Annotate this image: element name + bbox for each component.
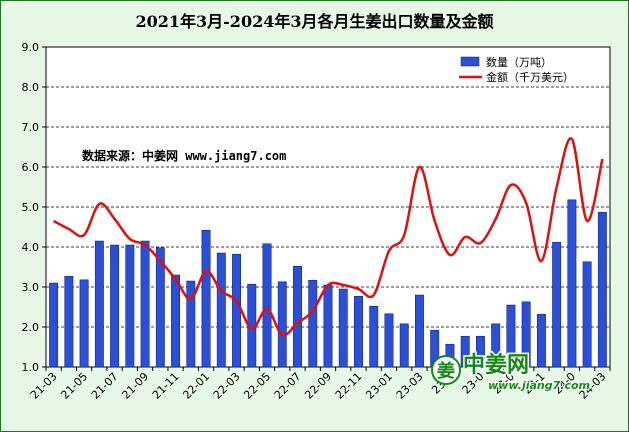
x-tick-label: 22-11 bbox=[333, 370, 365, 402]
bar bbox=[49, 282, 59, 368]
bar bbox=[521, 301, 531, 368]
bar bbox=[582, 261, 592, 368]
bar bbox=[232, 253, 241, 368]
x-tick-label: 23-03 bbox=[394, 370, 426, 402]
bar bbox=[460, 335, 470, 368]
x-tick-label: 21-05 bbox=[58, 370, 90, 402]
y-tick-label: 8.0 bbox=[22, 81, 40, 94]
bar bbox=[125, 244, 135, 368]
chart-title: 2021年3月-2024年3月各月生姜出口数量及金额 bbox=[135, 12, 494, 31]
x-tick-label: 22-03 bbox=[211, 370, 243, 402]
x-tick-label: 21-09 bbox=[119, 370, 151, 402]
y-tick-label: 3.0 bbox=[22, 281, 40, 294]
bar bbox=[491, 323, 501, 368]
bar bbox=[186, 280, 196, 368]
bar bbox=[262, 243, 272, 368]
bar bbox=[552, 241, 562, 368]
bar bbox=[110, 244, 120, 368]
y-tick-label: 1.0 bbox=[22, 361, 40, 374]
bar bbox=[415, 294, 424, 368]
bar bbox=[399, 323, 409, 368]
x-tick-label: 21-11 bbox=[150, 370, 182, 402]
x-tick-label: 22-07 bbox=[272, 370, 304, 402]
bar bbox=[201, 229, 211, 368]
x-tick-label: 21-07 bbox=[89, 370, 121, 402]
bar bbox=[94, 240, 104, 368]
y-tick-label: 5.0 bbox=[22, 201, 40, 214]
bar bbox=[597, 211, 607, 368]
y-tick-label: 2.0 bbox=[22, 321, 40, 334]
watermark: 姜中姜网www.jiang7.com bbox=[431, 351, 591, 393]
bar bbox=[155, 247, 165, 368]
watermark-logo-circle bbox=[431, 355, 461, 385]
legend-label-line: 金额（千万美元） bbox=[486, 70, 574, 84]
bar bbox=[216, 252, 226, 368]
bar bbox=[338, 288, 348, 368]
bar bbox=[308, 279, 318, 368]
bar bbox=[323, 284, 333, 368]
bar bbox=[293, 265, 302, 368]
x-tick-label: 22-01 bbox=[180, 370, 212, 402]
y-tick-label: 6.0 bbox=[22, 161, 40, 174]
bar bbox=[277, 281, 287, 368]
x-tick-label: 23-01 bbox=[363, 370, 395, 402]
bar bbox=[567, 199, 577, 368]
y-tick-label: 4.0 bbox=[22, 241, 40, 254]
bar bbox=[506, 304, 516, 368]
bar bbox=[369, 305, 379, 368]
bar bbox=[384, 313, 394, 368]
bar bbox=[354, 295, 363, 368]
bar bbox=[171, 274, 181, 368]
y-tick-label: 9.0 bbox=[22, 41, 40, 54]
x-tick-label: 22-09 bbox=[302, 370, 334, 402]
x-tick-label: 22-05 bbox=[241, 370, 273, 402]
bar bbox=[140, 240, 150, 368]
bar bbox=[475, 335, 485, 368]
watermark-logo-glyph: 姜 bbox=[437, 360, 455, 382]
bar bbox=[536, 313, 546, 368]
watermark-url: www.jiang7.com bbox=[488, 379, 590, 392]
bar bbox=[79, 279, 89, 368]
amount-line bbox=[53, 137, 604, 337]
legend-swatch-bar bbox=[460, 56, 480, 67]
x-tick-label: 21-03 bbox=[28, 370, 60, 402]
source-annotation: 数据来源：中姜网 www.jiang7.com bbox=[82, 148, 286, 163]
watermark-brand: 中姜网 bbox=[463, 352, 529, 378]
y-tick-label: 7.0 bbox=[22, 121, 40, 134]
legend-label-bar: 数量（万吨） bbox=[486, 56, 552, 69]
bar bbox=[64, 275, 74, 368]
